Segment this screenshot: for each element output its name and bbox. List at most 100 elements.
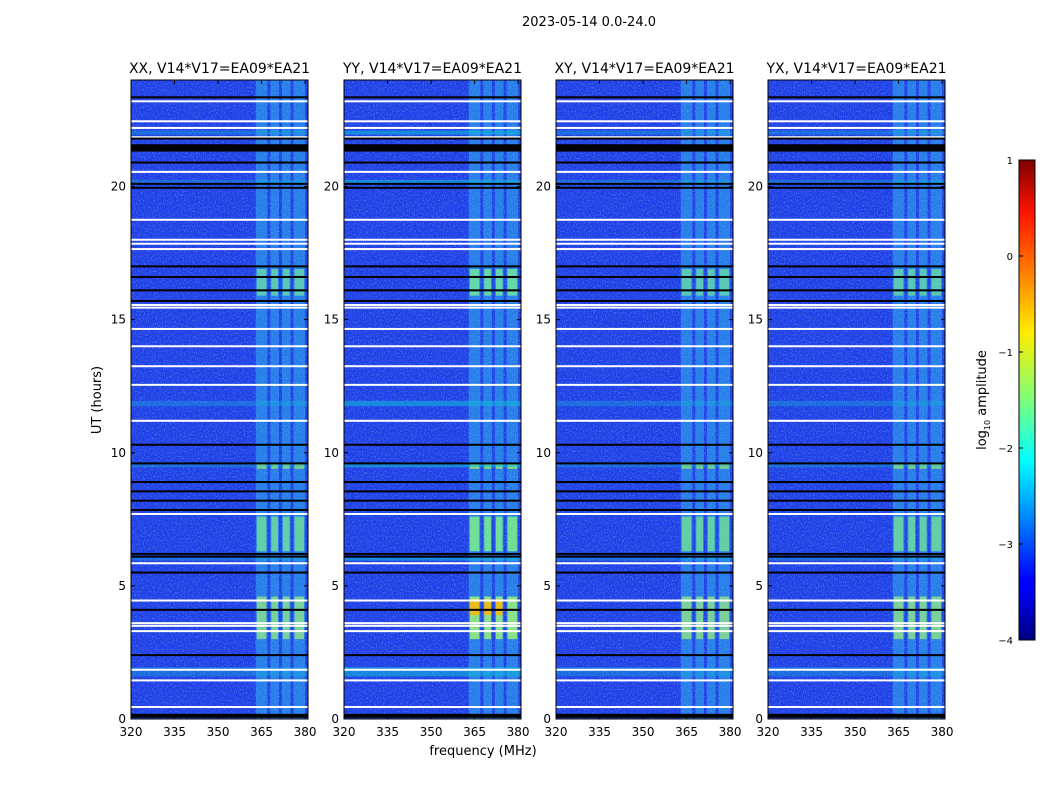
flagged-row — [768, 622, 945, 625]
flagged-row — [344, 622, 521, 625]
missing-row — [131, 161, 308, 164]
flagged-row — [556, 238, 733, 241]
colorbar-tick-label: −3 — [998, 540, 1013, 551]
missing-row — [556, 186, 733, 189]
rfi-burst — [282, 516, 290, 552]
flagged-row — [768, 419, 945, 422]
missing-row — [768, 299, 945, 302]
missing-row — [556, 265, 733, 268]
flagged-row — [768, 512, 945, 515]
flagged-row — [768, 679, 945, 682]
flagged-row — [344, 419, 521, 422]
missing-row — [131, 555, 308, 558]
missing-row — [344, 137, 521, 140]
flagged-row — [131, 622, 308, 625]
colorbar-tick-label: 1 — [1007, 156, 1013, 167]
rfi-burst — [495, 516, 503, 552]
flagged-row — [556, 248, 733, 251]
missing-row — [556, 481, 733, 484]
missing-row — [131, 265, 308, 268]
missing-row — [344, 276, 521, 279]
rfi-burst — [294, 269, 305, 296]
broadband-rfi-row — [131, 557, 308, 561]
spectrogram-noise — [131, 80, 308, 719]
rfi-burst — [271, 516, 278, 552]
rfi-burst — [282, 596, 290, 640]
broadband-rfi-row — [131, 130, 308, 135]
broadband-rfi-row — [556, 463, 733, 468]
x-tick-label: 380 — [294, 725, 317, 739]
rfi-channel-band — [892, 80, 905, 719]
flagged-row — [556, 126, 733, 129]
rfi-channel-band — [680, 80, 693, 719]
broadband-rfi-row — [768, 130, 945, 135]
rfi-channel-band — [281, 80, 291, 719]
missing-row — [556, 555, 733, 558]
rfi-burst — [469, 269, 480, 296]
missing-block — [344, 144, 521, 151]
rfi-burst — [507, 596, 518, 640]
panel-frame — [130, 79, 309, 720]
y-axis-label: UT (hours) — [90, 366, 105, 434]
flagged-row — [344, 383, 521, 386]
flagged-row — [131, 383, 308, 386]
missing-block — [556, 713, 733, 718]
missing-row — [768, 462, 945, 465]
rfi-burst — [507, 516, 518, 552]
rfi-burst — [469, 596, 480, 640]
missing-row — [344, 481, 521, 484]
flagged-row — [131, 512, 308, 515]
rfi-channel-band — [918, 80, 928, 719]
rfi-burst — [707, 516, 715, 552]
rfi-burst — [271, 596, 278, 640]
y-tick-label: 5 — [543, 579, 551, 593]
panel-yy: YY, V14*V17=EA09*EA21 320 335 350 365 380 0 5 10… — [324, 61, 530, 739]
flagged-row — [768, 706, 945, 709]
missing-row — [344, 608, 521, 611]
rfi-channel-band — [494, 80, 504, 719]
broadband-rfi-row — [344, 667, 521, 677]
x-tick-label: 320 — [757, 725, 780, 739]
flagged-row — [344, 365, 521, 368]
rfi-burst — [282, 269, 290, 296]
rfi-burst — [256, 516, 267, 552]
missing-row — [556, 608, 733, 611]
flagged-row — [556, 630, 733, 633]
flagged-row — [131, 668, 308, 671]
flagged-row — [344, 306, 521, 309]
flagged-row — [344, 679, 521, 682]
flagged-row — [556, 136, 733, 139]
missing-row — [131, 490, 308, 493]
missing-row — [344, 299, 521, 302]
panel-xx: XX, V14*V17=EA09*EA21 320 335 350 365 380 0 5 10… — [111, 61, 317, 739]
rfi-burst — [931, 269, 942, 296]
broadband-rfi-row — [556, 557, 733, 561]
rfi-burst — [696, 516, 703, 552]
rfi-burst — [681, 516, 692, 552]
broadband-rfi-row — [344, 179, 521, 184]
missing-row — [768, 276, 945, 279]
colorbar-label-rest: amplitude — [975, 350, 990, 420]
rfi-channel-band — [930, 80, 943, 719]
figure-suptitle: 2023-05-14 0.0-24.0 — [522, 15, 656, 30]
missing-row — [768, 96, 945, 99]
rfi-burst — [707, 596, 715, 640]
flagged-row — [131, 679, 308, 682]
y-tick-label: 15 — [111, 313, 126, 327]
rfi-burst — [495, 269, 503, 296]
colorbar-tick-label: −1 — [998, 348, 1013, 359]
missing-row — [344, 552, 521, 555]
missing-row — [768, 481, 945, 484]
y-tick-label: 0 — [755, 712, 763, 726]
panel-title: YY, V14*V17=EA09*EA21 — [342, 61, 522, 77]
flagged-row — [556, 512, 733, 515]
flagged-row — [768, 238, 945, 241]
y-tick-label: 15 — [324, 313, 339, 327]
missing-row — [131, 299, 308, 302]
x-tick-label: 350 — [844, 725, 867, 739]
flagged-row — [131, 126, 308, 129]
x-tick-label: 380 — [931, 725, 954, 739]
flagged-row — [768, 365, 945, 368]
missing-row — [768, 490, 945, 493]
